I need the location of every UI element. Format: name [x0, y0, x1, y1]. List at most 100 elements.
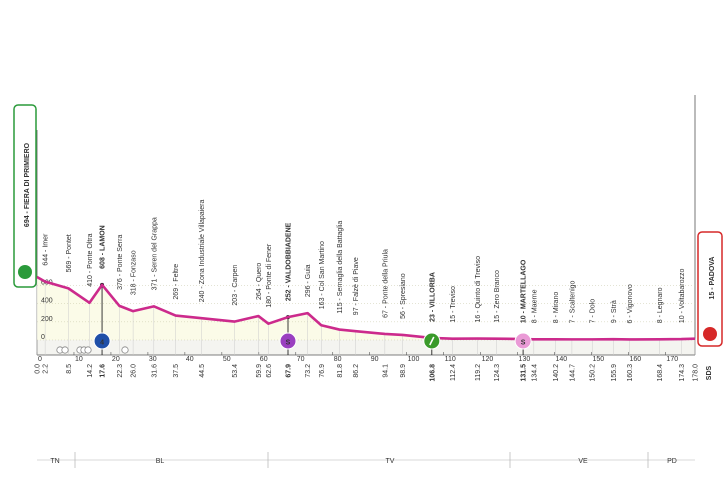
x-tick-label: 50 [223, 356, 231, 363]
end-label: 15 - PADOVA [709, 257, 716, 300]
waypoint-label: 240 - Zona Industriale Villapaiera [199, 200, 206, 303]
y-tick-label: 400 [41, 298, 53, 305]
km-label: 2.2 [43, 364, 50, 374]
start-icon [18, 265, 32, 279]
waypoint-label: 6 - Vigonovo [627, 284, 634, 323]
km-label: 26.0 [131, 364, 138, 378]
ground-band [37, 340, 695, 355]
sprint-marker [93, 332, 111, 350]
y-tick-label: 0 [41, 334, 45, 341]
waypoint-label: 8 - Maerne [531, 289, 538, 323]
waypoint-label: 56 - Spresiano [400, 273, 407, 319]
km-label: 144.7 [569, 364, 576, 382]
km-label: 22.3 [117, 364, 124, 378]
km-label: 112.4 [450, 364, 457, 381]
km-label: 14.2 [87, 364, 94, 378]
km-label: 73.2 [305, 364, 312, 378]
sprint-marker [514, 332, 532, 350]
waypoint-label: 16 - Quinto di Treviso [475, 256, 482, 323]
waypoint-label: 376 - Ponte Serra [117, 235, 124, 290]
km-label: 86.2 [353, 364, 360, 378]
x-tick-label: 90 [371, 356, 379, 363]
x-tick-label: 110 [445, 356, 456, 363]
x-tick-label: 150 [592, 356, 604, 363]
km-label: 150.2 [590, 364, 597, 382]
waypoint-label: 163 - Col San Martino [319, 241, 326, 309]
sprint-marker-label: S [286, 340, 291, 347]
waypoint-label: 269 - Feltre [173, 264, 180, 300]
x-tick-label: 100 [408, 356, 420, 363]
profile-line [36, 275, 696, 341]
waypoint-label: 7 - Dolo [590, 299, 597, 324]
km-label: 17.6 [100, 364, 107, 378]
x-tick-label: 30 [149, 356, 157, 363]
icon [121, 346, 129, 354]
sprint-marker-label: 4 [100, 340, 104, 347]
waypoint-label: 67 - Ponte della Priula [382, 249, 389, 318]
km-label: 81.8 [337, 364, 344, 378]
waypoint-label: 97 - Falzè di Piave [353, 257, 360, 315]
waypoint-label: 608 - LAMON [100, 225, 107, 269]
waypoint-label: 569 - Pontet [66, 234, 73, 272]
start-label: 694 - FIERA DI PRIMIERO [24, 142, 31, 227]
km-label: 8.5 [66, 364, 73, 374]
sprint-marker [279, 332, 297, 350]
end-box [697, 231, 723, 347]
sprint-marker-label: S [521, 340, 526, 347]
waypoint-label: 264 - Quero [256, 263, 263, 300]
km-label: 131.5 [521, 364, 528, 382]
waypoint-label: 10 - MARTELLAGO [521, 259, 528, 323]
sprint-marker-symbol [429, 336, 435, 346]
km-label: 178.0 [693, 364, 700, 382]
waypoint-label: 203 - Carpen [232, 265, 239, 306]
x-tick-label: 60 [260, 356, 268, 363]
x-tick-label: 140 [556, 356, 568, 363]
km-label: 37.5 [173, 364, 180, 378]
waypoint-label: 10 - Voltabarozzo [679, 269, 686, 324]
km-label: 98.9 [400, 364, 407, 378]
waypoint-label: 8 - Mirano [553, 292, 560, 324]
km-label: 53.4 [232, 364, 239, 378]
waypoint-label: 15 - Zero Branco [494, 270, 501, 323]
km-label: 59.9 [256, 364, 263, 378]
waypoint-label: 644 - Imer [43, 233, 50, 266]
waypoint-label: 115 - Sernaglia della Battaglia [337, 221, 344, 314]
waypoint-label: 23 - VILLORBA [429, 272, 436, 322]
waypoint-label: 8 - Legnaro [657, 287, 664, 323]
end-icon [703, 327, 717, 341]
start-box [13, 104, 37, 288]
y-tick-label: 200 [41, 316, 53, 323]
x-tick-label: 170 [666, 356, 678, 363]
x-tick-label: 80 [334, 356, 342, 363]
km-label: 124.3 [494, 364, 501, 382]
region-label: TV [386, 458, 395, 465]
x-tick-label: 70 [297, 356, 305, 363]
km-label: 94.1 [382, 364, 389, 378]
km-label: 140.2 [553, 364, 560, 382]
waypoint-label: 15 - Treviso [450, 286, 457, 323]
waypoint-label: 371 - Seren del Grappa [151, 217, 158, 290]
km-label: 44.5 [199, 364, 206, 378]
waypoint-label: 296 - Guia [305, 264, 312, 297]
km-label: 168.4 [657, 364, 664, 382]
region-label: TN [50, 458, 59, 465]
km-label: 160.3 [627, 364, 634, 382]
x-tick-label: 160 [629, 356, 641, 363]
x-tick-label: 0 [38, 356, 42, 363]
km-label: 134.4 [531, 364, 538, 382]
km-label: 174.3 [679, 364, 686, 382]
waypoint-label: 180 - Ponte di Fener [266, 243, 273, 307]
x-tick-label: 40 [186, 356, 194, 363]
km-label: 106.8 [429, 364, 436, 382]
region-label: PD [667, 458, 677, 465]
km-label: 76.9 [319, 364, 326, 378]
region-label: BL [156, 458, 165, 465]
icon [84, 346, 92, 354]
km-label: 67.9 [286, 364, 293, 378]
km-label: 0.0 [35, 364, 42, 374]
km-label: 155.9 [611, 364, 618, 382]
waypoint-label: 7 - Scaltenigo [569, 280, 576, 323]
waypoint-label: 252 - VALDOBBIADENE [286, 222, 293, 301]
